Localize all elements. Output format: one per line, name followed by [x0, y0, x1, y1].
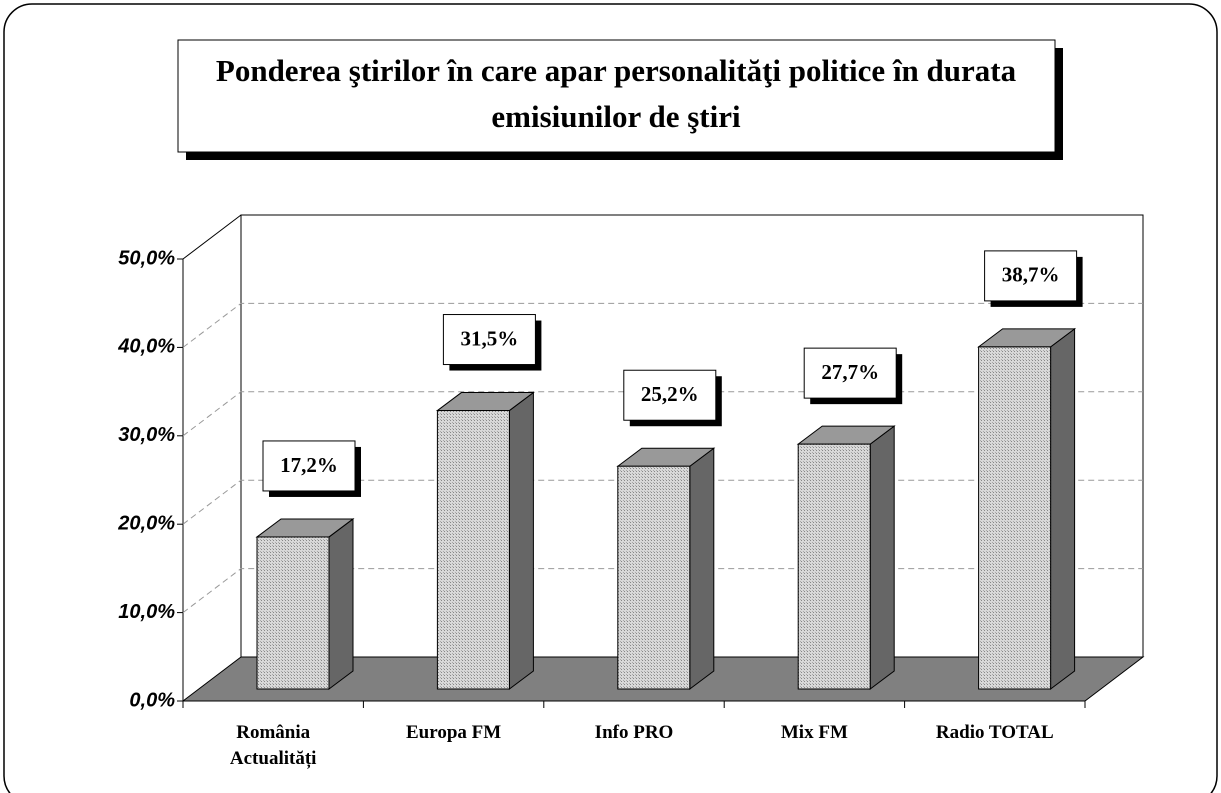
value-label: 38,7% [1002, 263, 1060, 287]
value-label: 17,2% [280, 453, 338, 477]
y-tick-label: 30,0% [118, 424, 175, 446]
value-label-box [803, 347, 897, 399]
bar [436, 410, 510, 690]
value-label: 25,2% [641, 382, 699, 406]
y-tick-label: 10,0% [118, 601, 175, 623]
title-box [177, 39, 1056, 153]
value-label-box [262, 440, 356, 492]
x-tick-label: Info PRO [594, 722, 674, 743]
bar-side [689, 447, 715, 690]
bar [617, 465, 691, 690]
bar [256, 536, 330, 690]
bar-side [328, 517, 354, 690]
x-tick-label: Europa FM [406, 722, 502, 743]
y-tick-label: 0,0% [129, 689, 175, 711]
x-tick-label: România Actualități [229, 722, 317, 769]
bar-side [508, 391, 534, 690]
grid-line [182, 302, 1143, 348]
value-label: 27,7% [821, 360, 879, 384]
x-tick-label: Mix FM [780, 722, 848, 743]
bar [797, 443, 871, 690]
y-tick-label: 20,0% [117, 512, 175, 534]
chart-title: Ponderea ştirilor în care apar personali… [215, 53, 1017, 134]
back-wall [240, 214, 1144, 657]
bar-side [1050, 327, 1076, 690]
bar-side [869, 425, 895, 690]
side-wall-top [182, 214, 242, 260]
value-label: 31,5% [461, 326, 519, 350]
x-tick-label: Radio TOTAL [935, 722, 1054, 743]
value-label-box [623, 369, 717, 421]
bar [978, 346, 1052, 690]
y-tick-label: 40,0% [117, 336, 175, 358]
value-label-box [442, 314, 536, 366]
y-tick-label: 50,0% [118, 247, 175, 269]
value-label-box [984, 250, 1078, 302]
